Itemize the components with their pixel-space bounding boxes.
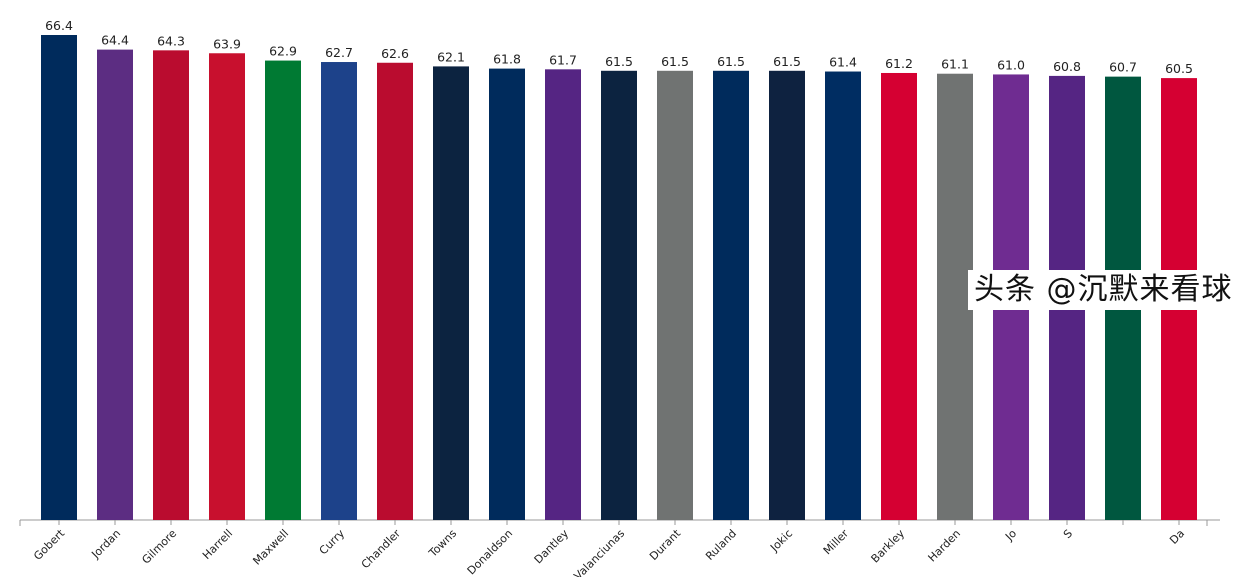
tick-label: Gilmore [139,527,179,567]
data-label: 60.7 [1109,60,1137,75]
watermark: 头条 @沉默来看球 [968,270,1239,310]
bar [825,71,861,520]
bar [713,70,749,521]
tick-label: Towns [426,527,460,561]
tick-label: Da [1167,527,1187,547]
data-label: 61.5 [773,54,801,69]
data-label: 61.4 [829,55,857,70]
data-label: 62.9 [269,44,297,59]
tick-label: S [1061,527,1075,541]
bar [937,73,973,521]
data-label: 64.4 [101,33,129,48]
bar [489,68,525,520]
bar [433,66,469,520]
tick-label: Jokic [767,527,795,555]
bar [209,53,245,520]
bar [769,70,805,521]
tick-label: Maxwell [250,527,291,568]
data-label: 66.4 [45,18,73,33]
tick-label: Donaldson [465,527,515,577]
bar [601,70,637,521]
data-label: 61.1 [941,57,969,72]
data-label: 61.0 [997,57,1025,72]
tick-label: Harrell [200,527,235,562]
bar [321,62,357,520]
bar [881,72,917,520]
data-label: 64.3 [157,33,185,48]
data-label: 63.9 [213,36,241,51]
bar [545,69,581,520]
tick-label: Jo [1002,527,1019,544]
tick-label: Chandler [359,527,404,572]
tick-label: Curry [317,527,348,558]
data-label: 61.5 [661,54,689,69]
bar [41,35,77,520]
data-label: 62.1 [437,49,465,64]
data-label: 60.8 [1053,59,1081,74]
data-label: 60.5 [1165,61,1193,76]
data-label: 62.6 [381,46,409,61]
data-label: 61.8 [493,52,521,67]
tick-label: Barkley [869,527,908,566]
data-label: 61.7 [549,52,577,67]
tick-label: Gobert [31,526,67,562]
tick-label: Dantley [532,527,572,567]
data-label: 61.5 [717,54,745,69]
tick-label: Miller [821,527,852,558]
bar [657,70,693,521]
bar [153,50,189,520]
tick-label: Durant [647,526,684,563]
bar [377,62,413,521]
data-label: 61.5 [605,54,633,69]
tick-label: Ruland [703,527,739,563]
tick-label: Valanciunas [571,527,627,577]
bar [265,60,301,520]
data-label: 62.7 [325,45,353,60]
tick-label: Harden [926,527,964,565]
bar [97,49,133,521]
data-label: 61.2 [885,56,913,71]
tick-label: Jordan [88,527,123,562]
